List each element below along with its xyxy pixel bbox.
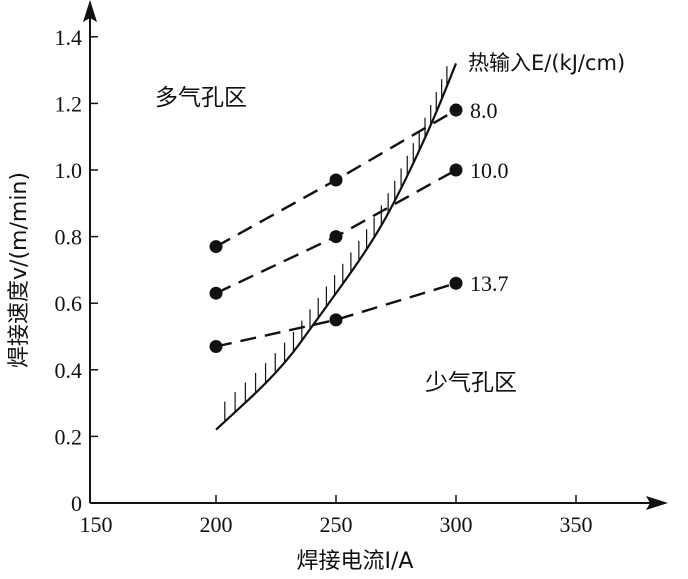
region-label-lower: 少气孔区 — [425, 370, 517, 396]
y-tick-label: 0 — [71, 491, 82, 516]
boundary-curve — [215, 63, 458, 431]
y-tick-label: 0.4 — [55, 358, 83, 383]
x-tick-label: 250 — [320, 512, 353, 537]
data-point — [209, 240, 223, 254]
series-line — [215, 282, 457, 348]
x-tick-label: 150 — [80, 512, 113, 537]
data-point — [209, 286, 223, 300]
series-group: 8.0 10.0 13.7 — [209, 98, 509, 353]
series-10.0: 10.0 — [209, 158, 509, 300]
data-point — [449, 103, 463, 117]
x-axis-arrow — [646, 496, 668, 510]
y-tick-label: 1.4 — [55, 25, 83, 50]
y-axis-label: 焊接速度v/(m/min) — [7, 172, 32, 368]
region-label-upper: 多气孔区 — [155, 85, 247, 111]
x-tick-label: 200 — [200, 512, 233, 537]
y-tick-label: 1.2 — [55, 91, 83, 116]
legend-title: 热输入E/(kJ/cm) — [468, 51, 625, 75]
data-point — [329, 313, 343, 327]
axes — [83, 0, 668, 510]
data-point — [329, 230, 343, 244]
data-point — [209, 339, 223, 353]
data-point — [449, 163, 463, 177]
y-tick-label: 1.0 — [55, 158, 83, 183]
x-axis-label: 焊接电流I/A — [297, 549, 414, 574]
boundary-curve-group — [215, 63, 458, 431]
series-label: 13.7 — [470, 271, 509, 296]
series-13.7: 13.7 — [209, 271, 509, 353]
x-tick-label: 300 — [440, 512, 473, 537]
y-tick-label: 0.6 — [55, 291, 83, 316]
series-label: 10.0 — [470, 158, 509, 183]
y-tick-label: 0.8 — [55, 225, 83, 250]
y-axis-arrow — [83, 0, 97, 22]
y-tick-label: 0.2 — [55, 424, 83, 449]
data-point — [329, 173, 343, 187]
data-point — [449, 276, 463, 290]
ticks: 150 200 250 300 350 0 0.2 0.4 0.6 0.8 1.0 1.2 1.4 — [55, 25, 593, 537]
series-label: 8.0 — [470, 98, 498, 123]
x-tick-label: 350 — [560, 512, 593, 537]
series-8.0: 8.0 — [209, 98, 498, 254]
